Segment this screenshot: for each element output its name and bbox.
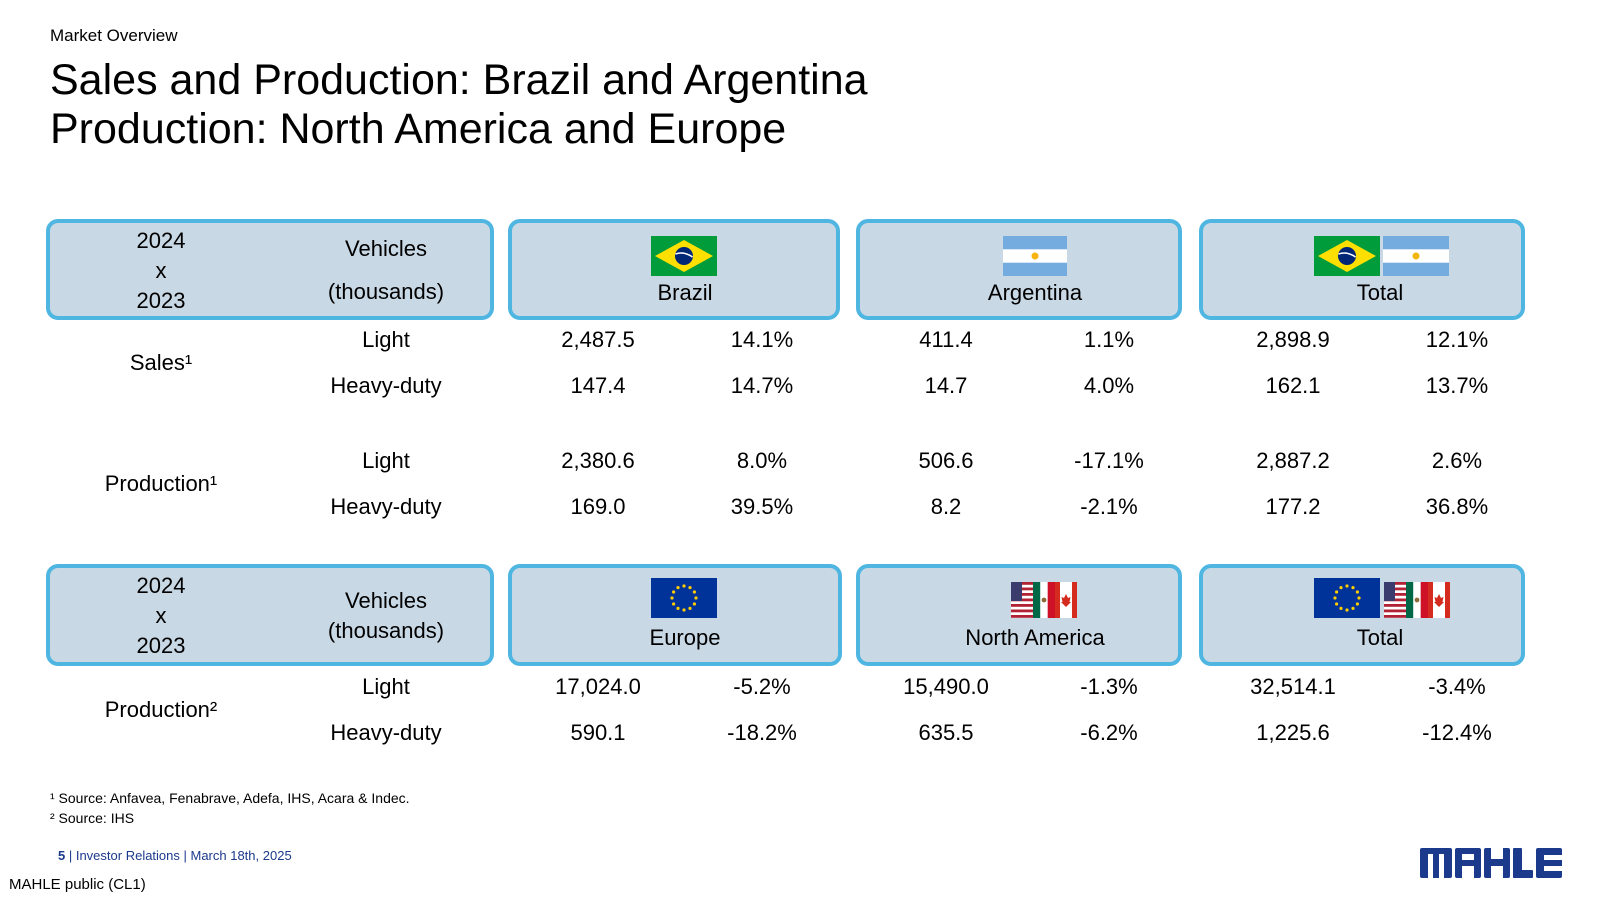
table-cell: 8.0% — [736, 448, 788, 473]
brazil-flag-icon — [1314, 236, 1380, 276]
year-b: 2023 — [136, 633, 186, 658]
row-type-heavy-duty: Heavy-duty — [330, 494, 442, 519]
canada-flag-icon — [1055, 582, 1077, 618]
table2-header-label-box — [46, 564, 494, 666]
mahle-logo — [1420, 848, 1562, 878]
classification-label: MAHLE public (CL1) — [9, 876, 146, 893]
table-cell: 8.2 — [930, 494, 962, 519]
eu-flag-icon — [1314, 578, 1380, 618]
group-label-production: Production² — [104, 697, 218, 722]
table-cell: 14.7 — [924, 373, 968, 398]
footer-separator: | — [65, 848, 76, 863]
table2-year-block: 2024 x 2023 — [137, 571, 186, 661]
table-cell: -5.2% — [733, 674, 791, 699]
year-x: x — [155, 258, 167, 283]
year-x: x — [155, 603, 167, 628]
region-name-north-america: North America — [965, 625, 1105, 650]
table-cell: 2,898.9 — [1256, 327, 1330, 352]
table-cell: 13.7% — [1425, 373, 1489, 398]
table-cell: 411.4 — [919, 327, 973, 352]
footer-line: 5 | Investor Relations | March 18th, 202… — [58, 848, 292, 863]
table-cell: 15,490.0 — [903, 674, 989, 699]
mexico-flag-icon — [1406, 582, 1428, 618]
group-label-sales: Sales¹ — [129, 350, 193, 375]
vehicles-label: Vehicles — [345, 588, 427, 613]
us-flag-icon — [1384, 582, 1406, 618]
region-name-europe: Europe — [649, 625, 721, 650]
row-type-heavy-duty: Heavy-duty — [330, 373, 442, 398]
year-a: 2024 — [136, 573, 186, 598]
canada-flag-icon — [1428, 582, 1450, 618]
table-cell: 39.5% — [730, 494, 794, 519]
vehicles-label: Vehicles — [345, 236, 427, 261]
us-flag-icon — [1011, 582, 1033, 618]
mexico-flag-icon — [1033, 582, 1055, 618]
table-cell: 17,024.0 — [555, 674, 641, 699]
table-cell: 12.1% — [1425, 327, 1489, 352]
title-line-2: Production: North America and Europe — [50, 105, 787, 153]
table1-header-label-box — [46, 219, 494, 320]
year-a: 2024 — [136, 228, 186, 253]
table-cell: 2,380.6 — [561, 448, 635, 473]
table-cell: -17.1% — [1074, 448, 1144, 473]
table-cell: -6.2% — [1080, 720, 1138, 745]
table-cell: 1.1% — [1083, 327, 1135, 352]
row-type-heavy-duty: Heavy-duty — [330, 720, 442, 745]
section-label: Market Overview — [50, 26, 178, 45]
argentina-flag-icon — [1383, 236, 1449, 276]
footnote-1: ¹ Source: Anfavea, Fenabrave, Adefa, IHS… — [50, 790, 410, 806]
units-label: (thousands) — [327, 279, 445, 304]
table-cell: 169.0 — [570, 494, 626, 519]
table-cell: 635.5 — [918, 720, 974, 745]
table-cell: 32,514.1 — [1250, 674, 1336, 699]
table-cell: 2,487.5 — [561, 327, 635, 352]
table-cell: -18.2% — [727, 720, 797, 745]
row-type-light: Light — [362, 674, 410, 699]
table-cell: 14.7% — [730, 373, 794, 398]
table-cell: 590.1 — [570, 720, 626, 745]
region-name-total: Total — [1356, 625, 1404, 650]
table-cell: 2,887.2 — [1256, 448, 1330, 473]
table-cell: -1.3% — [1080, 674, 1138, 699]
argentina-flag-icon — [1003, 236, 1067, 276]
table-cell: 14.1% — [730, 327, 794, 352]
region-name-total: Total — [1356, 280, 1404, 305]
table-cell: 4.0% — [1083, 373, 1135, 398]
row-type-light: Light — [362, 327, 410, 352]
region-name-argentina: Argentina — [987, 280, 1083, 305]
table-cell: -2.1% — [1080, 494, 1138, 519]
table-cell: 147.4 — [570, 373, 626, 398]
table-cell: 177.2 — [1265, 494, 1321, 519]
table-cell: 2.6% — [1431, 448, 1483, 473]
units-label: (thousands) — [327, 618, 445, 643]
page-title: Sales and Production: Brazil and Argenti… — [50, 56, 868, 154]
year-b: 2023 — [136, 288, 186, 313]
group-label-production: Production¹ — [104, 471, 218, 496]
table-cell: 506.6 — [918, 448, 974, 473]
region-name-brazil: Brazil — [657, 280, 713, 305]
eu-flag-icon — [651, 578, 717, 618]
row-type-light: Light — [362, 448, 410, 473]
footer-text: Investor Relations | March 18th, 2025 — [75, 848, 292, 863]
brazil-flag-icon — [651, 236, 717, 276]
page-number: 5 — [58, 848, 66, 863]
table-cell: 1,225.6 — [1256, 720, 1330, 745]
table-cell: 162.1 — [1265, 373, 1321, 398]
table-cell: 36.8% — [1425, 494, 1489, 519]
title-line-1: Sales and Production: Brazil and Argenti… — [50, 56, 868, 104]
table-cell: -12.4% — [1422, 720, 1492, 745]
table-cell: -3.4% — [1428, 674, 1486, 699]
footnote-2: ² Source: IHS — [50, 810, 135, 826]
table1-year-block: 2024 x 2023 — [137, 226, 186, 316]
